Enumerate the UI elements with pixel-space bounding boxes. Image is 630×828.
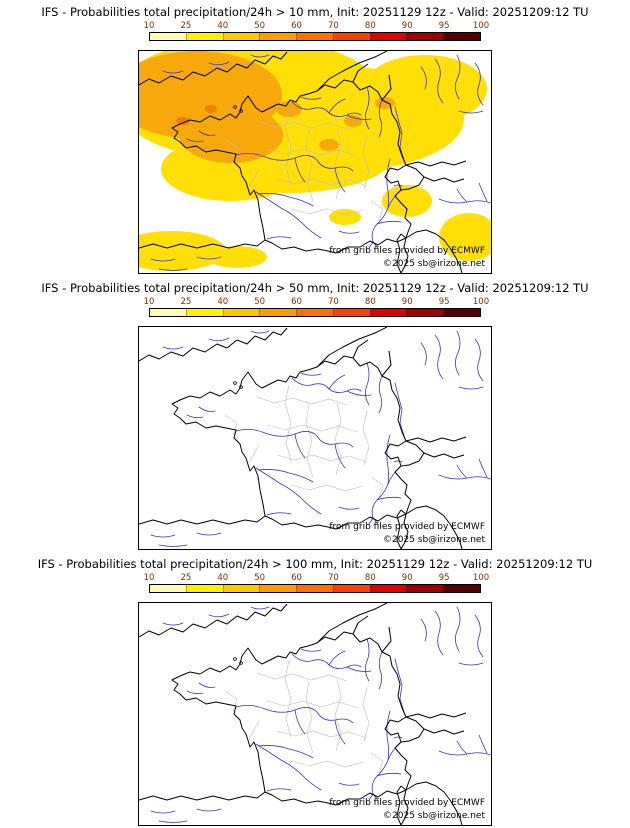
legend-tick-label: 100 — [472, 573, 490, 583]
legend-color-cell — [443, 33, 481, 40]
legend-color-cell — [185, 309, 223, 316]
panel-precip-gt-10mm: IFS - Probabilities total precipitation/… — [0, 0, 630, 276]
legend-tick-labels: 10 25 40 50 60 70 80 90 95 100 — [144, 573, 490, 584]
rivers — [150, 330, 491, 547]
copyright-credit: ©2025 sb@irizone.net — [383, 258, 485, 269]
legend-tick-label: 25 — [180, 21, 192, 31]
probability-legend: 10 25 40 50 60 70 80 90 95 100 — [144, 21, 490, 44]
legend-tick-label: 80 — [364, 21, 376, 31]
france-map — [139, 327, 491, 549]
probability-legend: 10 25 40 50 60 70 80 90 95 100 — [144, 297, 490, 320]
map-credits: from grib files provided by ECMWF ©2025 … — [329, 797, 485, 822]
legend-color-cell — [369, 309, 407, 316]
legend-tick-label: 10 — [143, 297, 155, 307]
legend-tick-label: 95 — [438, 573, 450, 583]
legend-tick-label: 10 — [143, 21, 155, 31]
legend-color-cell — [406, 309, 444, 316]
ecmwf-credit: from grib files provided by ECMWF — [329, 246, 485, 256]
legend-color-cell — [222, 309, 260, 316]
legend-color-cell — [406, 33, 444, 40]
legend-color-cell — [259, 585, 297, 592]
legend-tick-label: 100 — [472, 21, 490, 31]
legend-color-cell — [406, 585, 444, 592]
map-precip-gt-10mm: from grib files provided by ECMWF ©2025 … — [138, 50, 492, 274]
legend-color-cell — [296, 309, 333, 316]
legend-color-cell — [369, 33, 407, 40]
panel-title: IFS - Probabilities total precipitation/… — [41, 281, 589, 295]
legend-tick-labels: 10 25 40 50 60 70 80 90 95 100 — [144, 297, 490, 308]
legend-color-cell — [369, 585, 407, 592]
legend-tick-label: 40 — [217, 297, 229, 307]
legend-tick-label: 100 — [472, 297, 490, 307]
legend-tick-label: 95 — [438, 21, 450, 31]
legend-colorbar — [149, 32, 481, 41]
legend-color-cell — [185, 33, 223, 40]
legend-tick-label: 25 — [180, 297, 192, 307]
legend-tick-label: 25 — [180, 573, 192, 583]
probability-legend: 10 25 40 50 60 70 80 90 95 100 — [144, 573, 490, 596]
france-map — [139, 51, 491, 273]
legend-tick-label: 50 — [254, 297, 266, 307]
legend-color-cell — [150, 33, 186, 40]
legend-tick-label: 90 — [401, 573, 413, 583]
legend-tick-label: 95 — [438, 297, 450, 307]
legend-color-cell — [259, 33, 297, 40]
rivers — [150, 606, 491, 823]
legend-color-cell — [150, 309, 186, 316]
legend-color-cell — [332, 33, 370, 40]
legend-colorbar — [149, 308, 481, 317]
legend-color-cell — [296, 585, 333, 592]
legend-tick-label: 60 — [291, 21, 302, 31]
legend-tick-label: 80 — [364, 297, 376, 307]
coastlines-and-borders — [139, 327, 467, 549]
panel-title: IFS - Probabilities total precipitation/… — [41, 5, 589, 19]
rivers — [150, 54, 491, 271]
legend-color-cell — [443, 309, 481, 316]
coastlines-and-borders — [139, 603, 467, 825]
legend-color-cell — [222, 33, 260, 40]
admin-boundaries — [224, 660, 384, 774]
coastlines-and-borders — [139, 51, 467, 273]
legend-tick-label: 40 — [217, 21, 229, 31]
admin-boundaries — [224, 108, 384, 222]
map-precip-gt-50mm: from grib files provided by ECMWF ©2025 … — [138, 326, 492, 550]
legend-colorbar — [149, 584, 481, 593]
legend-tick-label: 50 — [254, 573, 266, 583]
precipitation-probability-overlay — [139, 51, 491, 271]
legend-tick-label: 40 — [217, 573, 229, 583]
panel-precip-gt-100mm: IFS - Probabilities total precipitation/… — [0, 552, 630, 828]
legend-tick-label: 10 — [143, 573, 155, 583]
map-precip-gt-100mm: from grib files provided by ECMWF ©2025 … — [138, 602, 492, 826]
copyright-credit: ©2025 sb@irizone.net — [383, 534, 485, 545]
legend-tick-label: 50 — [254, 21, 266, 31]
panel-title: IFS - Probabilities total precipitation/… — [37, 557, 593, 571]
legend-tick-label: 80 — [364, 573, 376, 583]
legend-color-cell — [332, 309, 370, 316]
legend-tick-label: 60 — [291, 573, 302, 583]
copyright-credit: ©2025 sb@irizone.net — [383, 810, 485, 821]
legend-tick-label: 90 — [401, 297, 413, 307]
ecmwf-credit: from grib files provided by ECMWF — [329, 798, 485, 808]
ecmwf-credit: from grib files provided by ECMWF — [329, 522, 485, 532]
map-credits: from grib files provided by ECMWF ©2025 … — [329, 245, 485, 270]
legend-color-cell — [259, 309, 297, 316]
france-map — [139, 603, 491, 825]
legend-tick-label: 60 — [291, 297, 302, 307]
legend-color-cell — [185, 585, 223, 592]
legend-tick-label: 90 — [401, 21, 413, 31]
admin-boundaries — [224, 384, 384, 498]
legend-color-cell — [222, 585, 260, 592]
legend-tick-labels: 10 25 40 50 60 70 80 90 95 100 — [144, 21, 490, 32]
legend-color-cell — [332, 585, 370, 592]
legend-color-cell — [150, 585, 186, 592]
legend-tick-label: 70 — [328, 21, 339, 31]
legend-tick-label: 70 — [328, 297, 339, 307]
map-credits: from grib files provided by ECMWF ©2025 … — [329, 521, 485, 546]
legend-color-cell — [443, 585, 481, 592]
legend-tick-label: 70 — [328, 573, 339, 583]
legend-color-cell — [296, 33, 333, 40]
panel-precip-gt-50mm: IFS - Probabilities total precipitation/… — [0, 276, 630, 552]
